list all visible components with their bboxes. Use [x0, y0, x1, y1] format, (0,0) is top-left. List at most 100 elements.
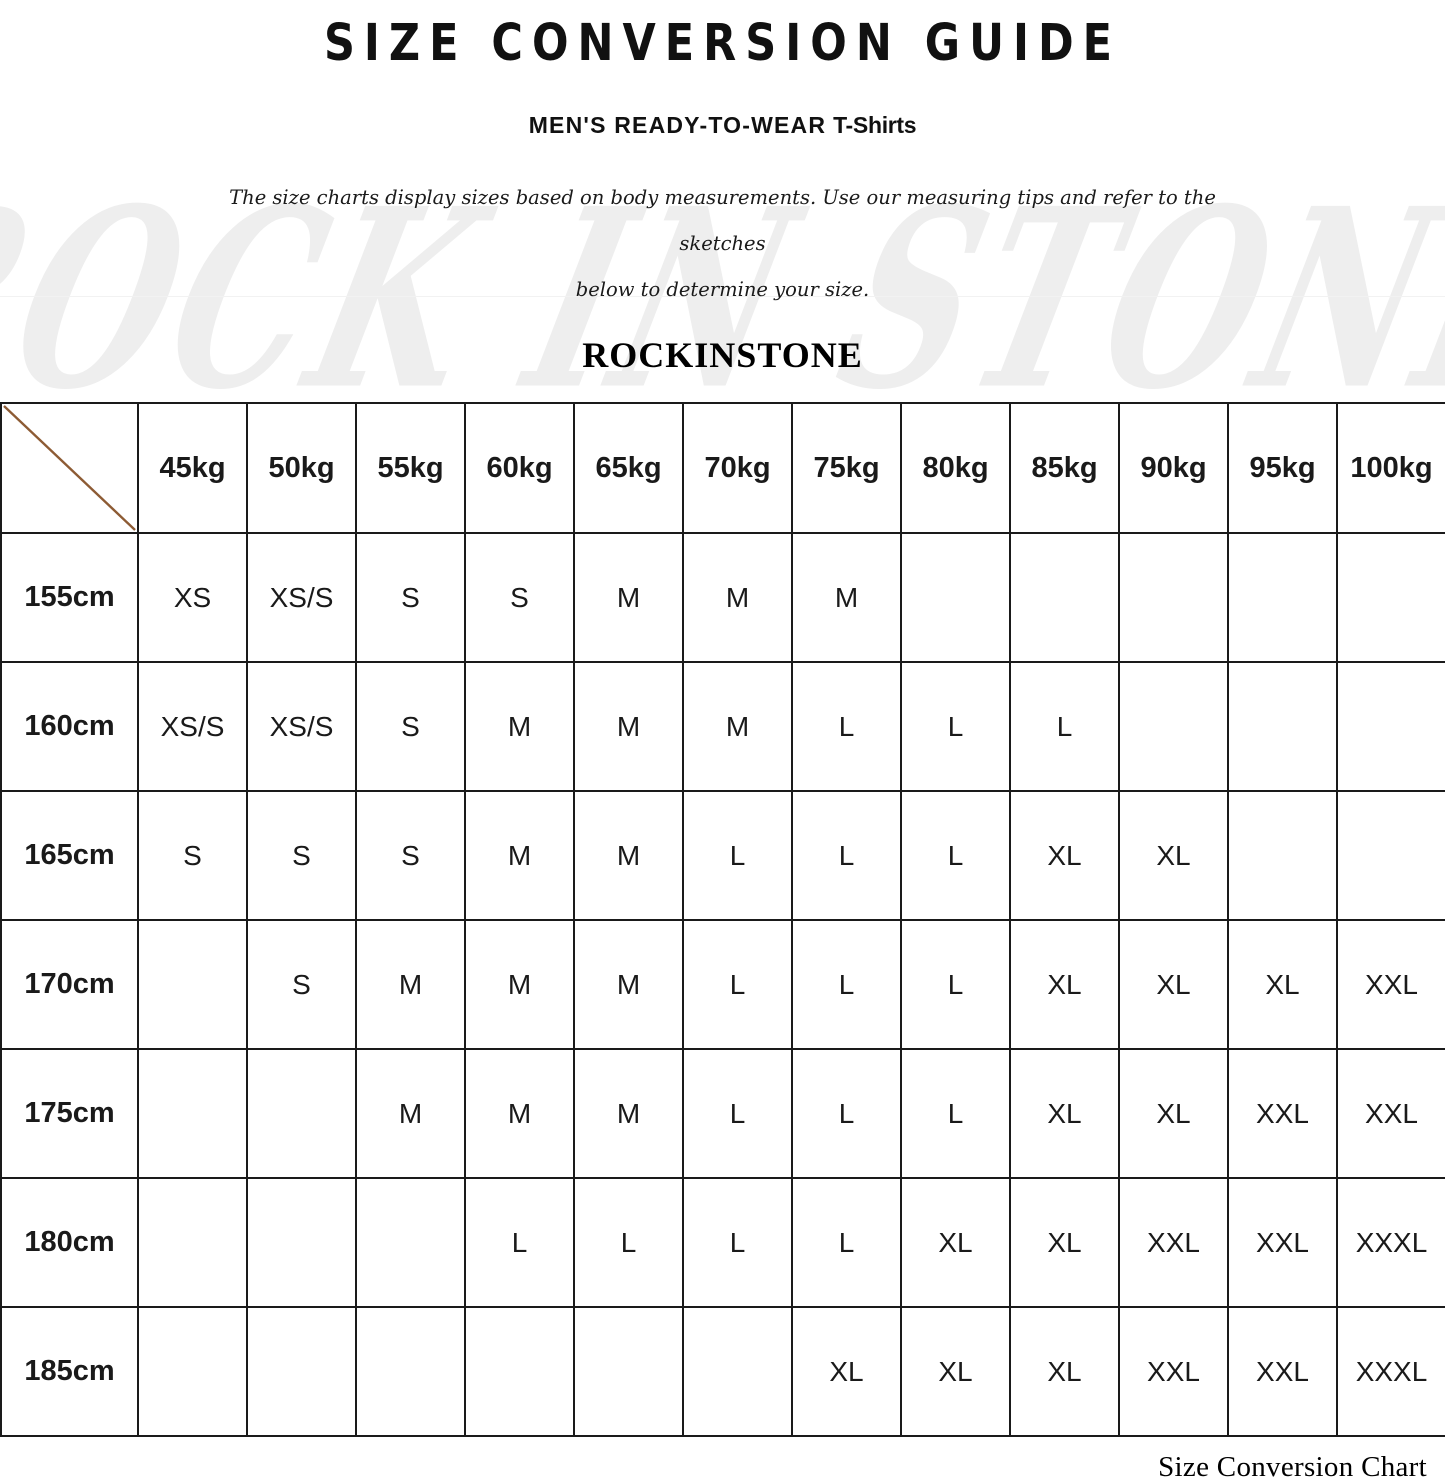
size-cell: L [791, 1048, 902, 1180]
table-body: 155cm XS XS/S S S M M M 160cm XS/S XS/S S M M M L L L 165c… [0, 532, 1445, 1438]
size-cell-empty [137, 1048, 248, 1180]
description-text: The size charts display sizes based on b… [218, 139, 1228, 312]
description-line-2: below to determine your size. [575, 277, 870, 301]
size-cell: XS/S [246, 532, 357, 664]
size-cell: L [464, 1177, 575, 1309]
column-header-weight: 100kg [1336, 402, 1445, 535]
table-row: 185cm XL XL XL XXL XXL XXXL [0, 1306, 1445, 1438]
size-cell: M [573, 919, 684, 1051]
size-cell: L [682, 1177, 793, 1309]
size-cell: M [573, 532, 684, 664]
size-cell: L [682, 919, 793, 1051]
size-cell: XL [1009, 1306, 1120, 1438]
size-cell: S [355, 532, 466, 664]
size-cell: M [464, 1048, 575, 1180]
size-cell: S [355, 661, 466, 793]
size-cell-empty [1227, 532, 1338, 664]
row-header-height: 160cm [0, 661, 139, 793]
size-cell-empty [1118, 661, 1229, 793]
brand-name: ROCKINSTONE [582, 335, 863, 376]
size-cell: L [682, 790, 793, 922]
table-row: 180cm L L L L XL XL XXL XXL XXXL [0, 1177, 1445, 1309]
size-cell: XXL [1227, 1048, 1338, 1180]
table-header-row: 45kg 50kg 55kg 60kg 65kg 70kg 75kg 80kg 85kg 90kg… [0, 402, 1445, 535]
page-title: SIZE CONVERSION GUIDE [323, 14, 1122, 73]
subtitle: MEN'S READY-TO-WEAR T-Shirts [0, 64, 1445, 139]
size-cell: XL [1009, 1177, 1120, 1309]
table-row: 160cm XS/S XS/S S M M M L L L [0, 661, 1445, 793]
size-cell: XS [137, 532, 248, 664]
size-cell: XXXL [1336, 1177, 1445, 1309]
chart-caption: Size Conversion Chart [1158, 1451, 1427, 1484]
size-cell: S [137, 790, 248, 922]
size-cell: M [464, 790, 575, 922]
size-cell: XL [900, 1177, 1011, 1309]
column-header-weight: 45kg [137, 402, 248, 535]
size-cell: L [1009, 661, 1120, 793]
size-cell: XXL [1227, 1177, 1338, 1309]
row-header-height: 170cm [0, 919, 139, 1051]
size-cell-empty [1336, 661, 1445, 793]
size-cell: XL [1009, 1048, 1120, 1180]
watermark-divider-line [0, 296, 1445, 297]
size-cell: M [573, 790, 684, 922]
size-cell-empty [246, 1306, 357, 1438]
size-cell: S [246, 790, 357, 922]
subtitle-category: MEN'S READY-TO-WEAR [528, 112, 827, 138]
page-header: SIZE CONVERSION GUIDE MEN'S READY-TO-WEA… [0, 0, 1445, 376]
size-cell-empty [246, 1048, 357, 1180]
size-cell-empty [1227, 661, 1338, 793]
size-cell-empty [355, 1306, 466, 1438]
table-row: 170cm S M M M L L L XL XL XL XXL [0, 919, 1445, 1051]
column-header-weight: 90kg [1118, 402, 1229, 535]
size-cell: XXL [1118, 1306, 1229, 1438]
column-header-weight: 65kg [573, 402, 684, 535]
size-cell-empty [137, 1306, 248, 1438]
table-row: 165cm S S S M M L L L XL XL [0, 790, 1445, 922]
row-header-height: 185cm [0, 1306, 139, 1438]
size-cell-empty [900, 532, 1011, 664]
column-header-weight: 55kg [355, 402, 466, 535]
size-cell: M [791, 532, 902, 664]
size-cell: XL [1009, 790, 1120, 922]
column-header-weight: 85kg [1009, 402, 1120, 535]
size-cell: L [682, 1048, 793, 1180]
size-cell: XXXL [1336, 1306, 1445, 1438]
size-cell: XL [791, 1306, 902, 1438]
corner-cell-height-weight [0, 402, 139, 535]
size-cell: S [246, 919, 357, 1051]
size-cell-empty [682, 1306, 793, 1438]
size-cell: M [464, 919, 575, 1051]
size-cell: M [573, 1048, 684, 1180]
subtitle-item: T-Shirts [833, 112, 917, 138]
size-cell: XXL [1227, 1306, 1338, 1438]
size-cell: M [682, 532, 793, 664]
size-chart-container: 45kg 50kg 55kg 60kg 65kg 70kg 75kg 80kg 85kg 90kg… [0, 402, 1445, 1438]
size-cell: XS/S [246, 661, 357, 793]
column-header-weight: 95kg [1227, 402, 1338, 535]
size-cell: XXL [1336, 1048, 1445, 1180]
size-cell-empty [355, 1177, 466, 1309]
size-cell: XL [1118, 1048, 1229, 1180]
description-line-1: The size charts display sizes based on b… [229, 186, 1216, 255]
size-cell-empty [1118, 532, 1229, 664]
size-cell: M [682, 661, 793, 793]
size-cell: XXL [1336, 919, 1445, 1051]
size-cell: XXL [1118, 1177, 1229, 1309]
size-cell: L [791, 790, 902, 922]
size-cell: M [355, 1048, 466, 1180]
size-cell: L [791, 1177, 902, 1309]
row-header-height: 180cm [0, 1177, 139, 1309]
size-cell-empty [246, 1177, 357, 1309]
size-cell-empty [1009, 532, 1120, 664]
size-cell: M [355, 919, 466, 1051]
row-header-height: 165cm [0, 790, 139, 922]
size-cell: XS/S [137, 661, 248, 793]
row-header-height: 175cm [0, 1048, 139, 1180]
size-cell-empty [1227, 790, 1338, 922]
size-cell: L [791, 661, 902, 793]
size-cell: L [900, 790, 1011, 922]
size-conversion-table: 45kg 50kg 55kg 60kg 65kg 70kg 75kg 80kg 85kg 90kg… [0, 402, 1445, 1438]
table-row: 175cm M M M L L L XL XL XXL XXL [0, 1048, 1445, 1180]
column-header-weight: 80kg [900, 402, 1011, 535]
